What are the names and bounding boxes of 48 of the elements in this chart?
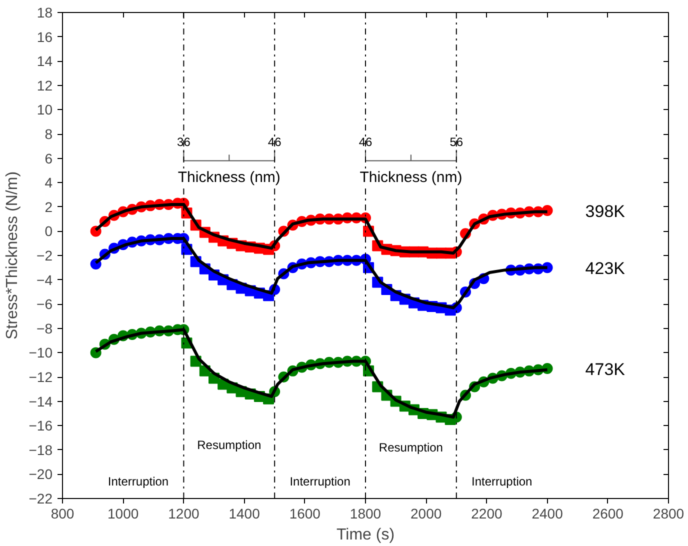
annotation: Resumption: [197, 438, 262, 452]
y-tick-label: −2: [36, 248, 53, 264]
y-tick-label: −22: [28, 490, 53, 506]
y-tick-label: 2: [44, 198, 53, 215]
y-tick-label: −10: [28, 344, 53, 361]
series-label: 473K: [585, 360, 626, 379]
annotation: Interruption: [108, 474, 169, 488]
annotation: 56: [450, 134, 464, 149]
y-tick-label: −18: [28, 442, 53, 458]
x-tick-label: 1000: [108, 506, 139, 522]
x-tick-label: 800: [50, 506, 74, 522]
y-axis-title: Stress*Thickness (N/m): [4, 171, 21, 340]
annotation: Interruption: [290, 474, 350, 488]
series-label: 398K: [585, 202, 626, 222]
y-tick-label: −8: [36, 320, 53, 336]
annotation: 46: [268, 134, 282, 149]
annotation: Thickness (nm): [178, 168, 280, 186]
x-axis-title: Time (s): [336, 526, 395, 544]
x-tick-label: 2000: [410, 506, 442, 522]
y-tick-label: 4: [44, 174, 53, 191]
y-tick-label: 16: [36, 28, 53, 45]
annotation: 36: [177, 134, 191, 149]
y-tick-label: 8: [44, 126, 53, 142]
series-label: 423K: [585, 259, 626, 278]
y-tick-label: −6: [36, 296, 53, 312]
annotation: Interruption: [472, 474, 532, 488]
y-tick-label: −4: [36, 272, 53, 288]
x-tick-label: 2800: [652, 506, 684, 522]
annotation: Thickness (nm): [360, 168, 462, 186]
y-tick-label: −14: [28, 393, 53, 410]
x-tick-label: 1400: [228, 506, 260, 522]
x-tick-label: 2400: [532, 506, 564, 522]
x-tick-label: 2200: [471, 506, 502, 522]
y-tick-label: 14: [36, 53, 53, 70]
x-tick-label: 1200: [168, 506, 200, 522]
y-tick-label: 10: [36, 102, 53, 118]
y-tick-label: −12: [28, 369, 53, 385]
y-tick-label: 12: [36, 77, 53, 94]
x-tick-label: 1800: [350, 506, 382, 522]
y-tick-label: 6: [44, 150, 53, 166]
y-tick-label: −20: [28, 466, 53, 482]
y-tick-label: 0: [44, 223, 53, 240]
x-tick-label: 1600: [289, 506, 321, 522]
annotation: Resumption: [378, 440, 443, 454]
y-tick-label: 18: [36, 4, 53, 20]
y-tick-label: −16: [28, 418, 53, 434]
x-tick-label: 2600: [592, 506, 624, 522]
annotation: 46: [358, 134, 372, 149]
